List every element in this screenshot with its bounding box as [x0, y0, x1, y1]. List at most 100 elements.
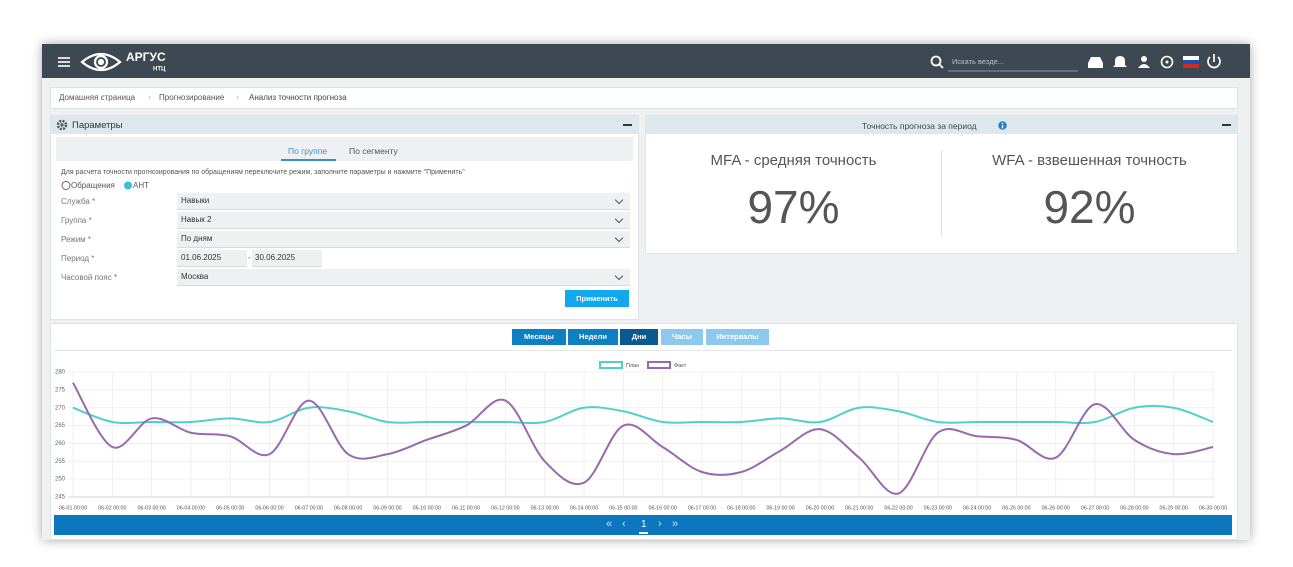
field-label: Служба * — [61, 197, 96, 206]
x-tick-label: 06-21 00:00 — [845, 505, 873, 511]
view-button[interactable]: Часы — [661, 329, 703, 345]
metric-label: MFA - средняя точность — [710, 152, 877, 169]
divider — [941, 150, 942, 236]
x-tick-label: 06-18 00:00 — [727, 505, 755, 511]
info-icon[interactable] — [998, 121, 1007, 130]
pagination-prev[interactable]: ‹ — [622, 518, 626, 530]
view-button[interactable]: Интервалы — [706, 329, 769, 345]
logout-icon[interactable] — [1207, 54, 1221, 69]
y-tick-label: 280 — [55, 370, 66, 376]
radio-label[interactable]: AHT — [133, 181, 149, 190]
breadcrumb-item[interactable]: Прогнозирование — [159, 93, 225, 102]
top-bar-icons: АРГУС НТЦ Искать везде... — [58, 50, 1221, 73]
select[interactable]: Москва — [177, 269, 630, 286]
x-tick-label: 06-12 00:00 — [491, 505, 519, 511]
top-bar — [42, 44, 1250, 78]
select[interactable]: Навыки — [177, 193, 630, 210]
radio-label[interactable]: Обращения — [71, 181, 115, 190]
x-tick-label: 06-27 00:00 — [1081, 505, 1109, 511]
collapse-button[interactable] — [1222, 124, 1231, 126]
y-tick-label: 255 — [55, 459, 66, 465]
help-icon[interactable] — [1160, 55, 1174, 69]
select[interactable]: Навык 2 — [177, 212, 630, 229]
x-tick-label: 06-04 00:00 — [177, 505, 205, 511]
search-input[interactable]: Искать везде... — [952, 57, 1004, 66]
parameters-panel: Параметры По группе По сегменту Для расч… — [50, 115, 639, 320]
y-tick-label: 250 — [55, 477, 66, 483]
logo: АРГУС — [126, 50, 166, 64]
radio-button[interactable] — [61, 181, 71, 190]
breadcrumb: Домашняя страница › Прогнозирование › Ан… — [50, 87, 1238, 109]
view-button[interactable]: Недели — [568, 329, 618, 345]
pagination-next[interactable]: › — [658, 518, 662, 530]
x-tick-label: 06-10 00:00 — [413, 505, 441, 511]
y-tick-label: 275 — [55, 387, 66, 393]
x-tick-label: 06-30 00:00 — [1199, 505, 1227, 511]
x-tick-label: 06-11 00:00 — [452, 505, 480, 511]
pagination-last[interactable]: » — [672, 518, 679, 530]
y-tick-label: 245 — [55, 495, 66, 501]
chevron — [614, 271, 624, 281]
metric-value: 97% — [747, 181, 840, 233]
line-chart: 245 250 255 260 265 270 275 280 06-01 00:00 06-02… — [55, 361, 1227, 511]
language-flag[interactable] — [1183, 56, 1199, 68]
field-label: Группа * — [61, 216, 92, 225]
date-input[interactable]: 30.06.2025 — [252, 250, 322, 267]
menu-icon[interactable] — [58, 57, 70, 67]
logo-icon — [80, 52, 122, 72]
x-tick-label: 06-02 00:00 — [98, 505, 126, 511]
panel-header — [646, 116, 1237, 134]
view-button[interactable]: Месяцы — [512, 329, 566, 345]
page-indicator — [639, 532, 648, 534]
pagination-first[interactable]: « — [606, 518, 613, 530]
pagination-page[interactable]: 1 — [641, 519, 647, 530]
y-tick-label: 265 — [55, 423, 66, 429]
x-tick-label: 06-29 00:00 — [1160, 505, 1188, 511]
separator — [54, 350, 1232, 351]
x-tick-label: 06-25 00:00 — [1002, 505, 1030, 511]
select[interactable]: По дням — [177, 231, 630, 248]
x-tick-label: 06-08 00:00 — [334, 505, 362, 511]
bell-icon[interactable] — [1113, 56, 1127, 67]
collapse-button[interactable] — [623, 124, 632, 126]
user-icon[interactable] — [1138, 56, 1150, 68]
chevron — [614, 214, 624, 224]
x-tick-label: 06-06 00:00 — [255, 505, 283, 511]
panel-header — [51, 116, 638, 134]
plot-area — [68, 372, 1215, 497]
legend-label: Факт — [674, 363, 687, 369]
date-input[interactable]: 01.06.2025 — [177, 250, 247, 267]
tab[interactable]: По сегменту — [349, 146, 398, 156]
apply-button[interactable]: Применить — [565, 290, 629, 307]
view-button-active[interactable]: Дни — [620, 329, 658, 345]
select-value: Навыки — [181, 196, 210, 205]
x-tick-label: 06-05 00:00 — [216, 505, 244, 511]
field-label: Режим * — [61, 235, 91, 244]
x-tick-label: 06-01 00:00 — [59, 505, 87, 511]
field-label: Часовой пояс * — [61, 273, 118, 282]
breadcrumb-sep: › — [148, 92, 151, 102]
radio-button-checked[interactable] — [124, 181, 132, 190]
search-icon[interactable] — [930, 55, 944, 69]
tab[interactable]: По группе — [288, 146, 328, 156]
metric-label: WFA - взвешенная точность — [992, 152, 1187, 169]
tab-bar — [56, 137, 633, 161]
breadcrumb-item[interactable]: Домашняя страница — [59, 93, 136, 102]
legend-swatch — [599, 361, 623, 369]
gear-icon — [56, 119, 68, 131]
x-tick-label: 06-03 00:00 — [137, 505, 165, 511]
panel-title: Точность прогноза за период — [862, 121, 977, 131]
pagination-bar: « ‹ 1 › » — [54, 515, 1232, 535]
x-tick-label: 06-07 00:00 — [295, 505, 323, 511]
y-tick-label: 260 — [55, 441, 66, 447]
x-tick-label: 06-20 00:00 — [806, 505, 834, 511]
x-tick-label: 06-15 00:00 — [609, 505, 637, 511]
field-label: Период * — [61, 254, 95, 263]
x-tick-label: 06-16 00:00 — [649, 505, 677, 511]
legend-swatch — [647, 361, 671, 369]
x-tick-label: 06-13 00:00 — [531, 505, 559, 511]
x-tick-label: 06-17 00:00 — [688, 505, 716, 511]
date-from: 01.06.2025 — [181, 253, 222, 262]
inbox-icon[interactable] — [1088, 57, 1103, 68]
